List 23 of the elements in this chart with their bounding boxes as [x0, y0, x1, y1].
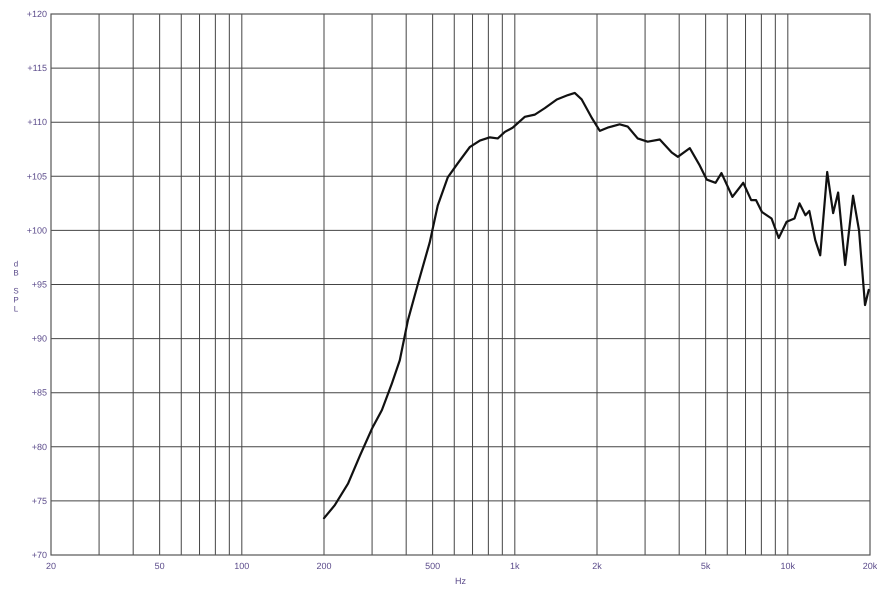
x-axis-title: Hz [455, 576, 466, 586]
y-tick-label: +115 [27, 63, 47, 74]
x-tick-label: 100 [234, 561, 250, 571]
y-tick-label: +100 [26, 225, 47, 236]
y-tick-label: +90 [32, 334, 47, 344]
y-tick-label: +105 [26, 171, 47, 182]
y-tick-label: +110 [27, 117, 47, 128]
y-tick-label: +75 [32, 496, 47, 506]
x-tick-label: 50 [154, 561, 165, 571]
x-tick-label: 500 [425, 561, 440, 571]
x-tick-label: 10k [780, 561, 796, 571]
x-tick-label: 5k [700, 561, 711, 571]
y-tick-label: +120 [26, 9, 47, 19]
x-tick-label: 20k [862, 561, 878, 571]
y-tick-label: +85 [32, 388, 47, 398]
y-tick-label: +70 [32, 550, 47, 560]
x-tick-label: 200 [316, 561, 332, 571]
x-tick-label: 2k [592, 561, 602, 571]
y-tick-label: +80 [32, 442, 47, 452]
x-tick-label: 1k [510, 561, 520, 571]
y-axis-title: dB SPL [13, 260, 19, 314]
x-tick-label: 20 [46, 561, 56, 571]
y-tick-label: +95 [32, 280, 47, 290]
